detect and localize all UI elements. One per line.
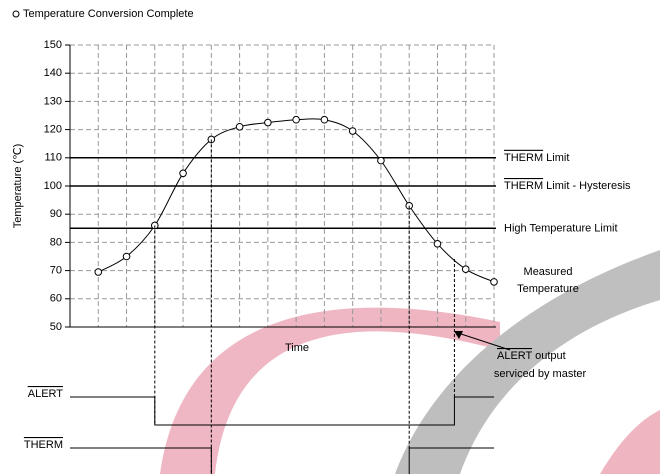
limit-overline: THERM: [504, 152, 543, 164]
y-tick-label: 130: [44, 95, 62, 107]
signal-label: THERM: [24, 439, 63, 451]
conversion-marker: [320, 115, 329, 124]
y-tick-label: 80: [50, 236, 62, 248]
x-axis-label: Time: [285, 342, 309, 354]
note-arrowhead: [454, 331, 463, 339]
legend-marker: [12, 10, 20, 18]
limit-overline: THERM: [504, 180, 543, 192]
signal-name: THERM: [24, 439, 63, 451]
watermark-arc: [600, 410, 660, 474]
conversion-marker: [377, 156, 385, 165]
limit-label: THERM Limit - Hysteresis: [504, 180, 631, 192]
y-tick-label: 50: [50, 321, 62, 333]
note-overline: ALERT: [497, 350, 533, 362]
y-tick-label: 150: [44, 39, 62, 51]
conversion-marker: [179, 169, 187, 178]
limit-label: High Temperature Limit: [504, 222, 618, 234]
watermark-arc: [395, 250, 660, 474]
limit-label: THERM Limit: [504, 152, 569, 164]
limit-text: High Temperature Limit: [504, 222, 618, 234]
curve-label: Temperature: [517, 283, 579, 295]
note-text: output: [535, 350, 566, 362]
note-arrow: [457, 332, 511, 351]
conversion-marker: [235, 122, 244, 131]
signal-label: ALERT: [28, 388, 64, 400]
conversion-marker: [122, 252, 131, 261]
signal-waveform: [70, 396, 494, 426]
y-tick-label: 90: [50, 208, 62, 220]
conversion-marker: [94, 268, 103, 276]
conversion-marker: [348, 127, 357, 135]
signal-waveform: [70, 447, 494, 474]
signal-name: ALERT: [28, 388, 64, 400]
y-tick-label: 70: [50, 265, 62, 277]
conversion-marker: [264, 118, 272, 127]
watermark-arc: [160, 307, 500, 474]
limit-text: Limit - Hysteresis: [546, 180, 631, 192]
watermark: [160, 250, 660, 474]
y-tick-label: 140: [44, 67, 62, 79]
y-tick-label: 60: [50, 293, 62, 305]
conversion-marker: [433, 240, 442, 248]
note-label: serviced by master: [494, 368, 587, 380]
note-label: ALERT output: [497, 350, 566, 362]
legend-label: Temperature Conversion Complete: [23, 8, 194, 20]
limit-text: Limit: [546, 152, 569, 164]
conversion-marker: [461, 265, 470, 273]
y-tick-label: 110: [44, 152, 62, 164]
curve-label: Measured: [524, 266, 573, 278]
y-tick-label: 120: [44, 124, 62, 136]
y-tick-label: 100: [44, 180, 62, 192]
conversion-marker: [490, 278, 498, 286]
y-axis-label: Temperature (℃): [12, 144, 24, 229]
conversion-marker: [292, 115, 300, 124]
